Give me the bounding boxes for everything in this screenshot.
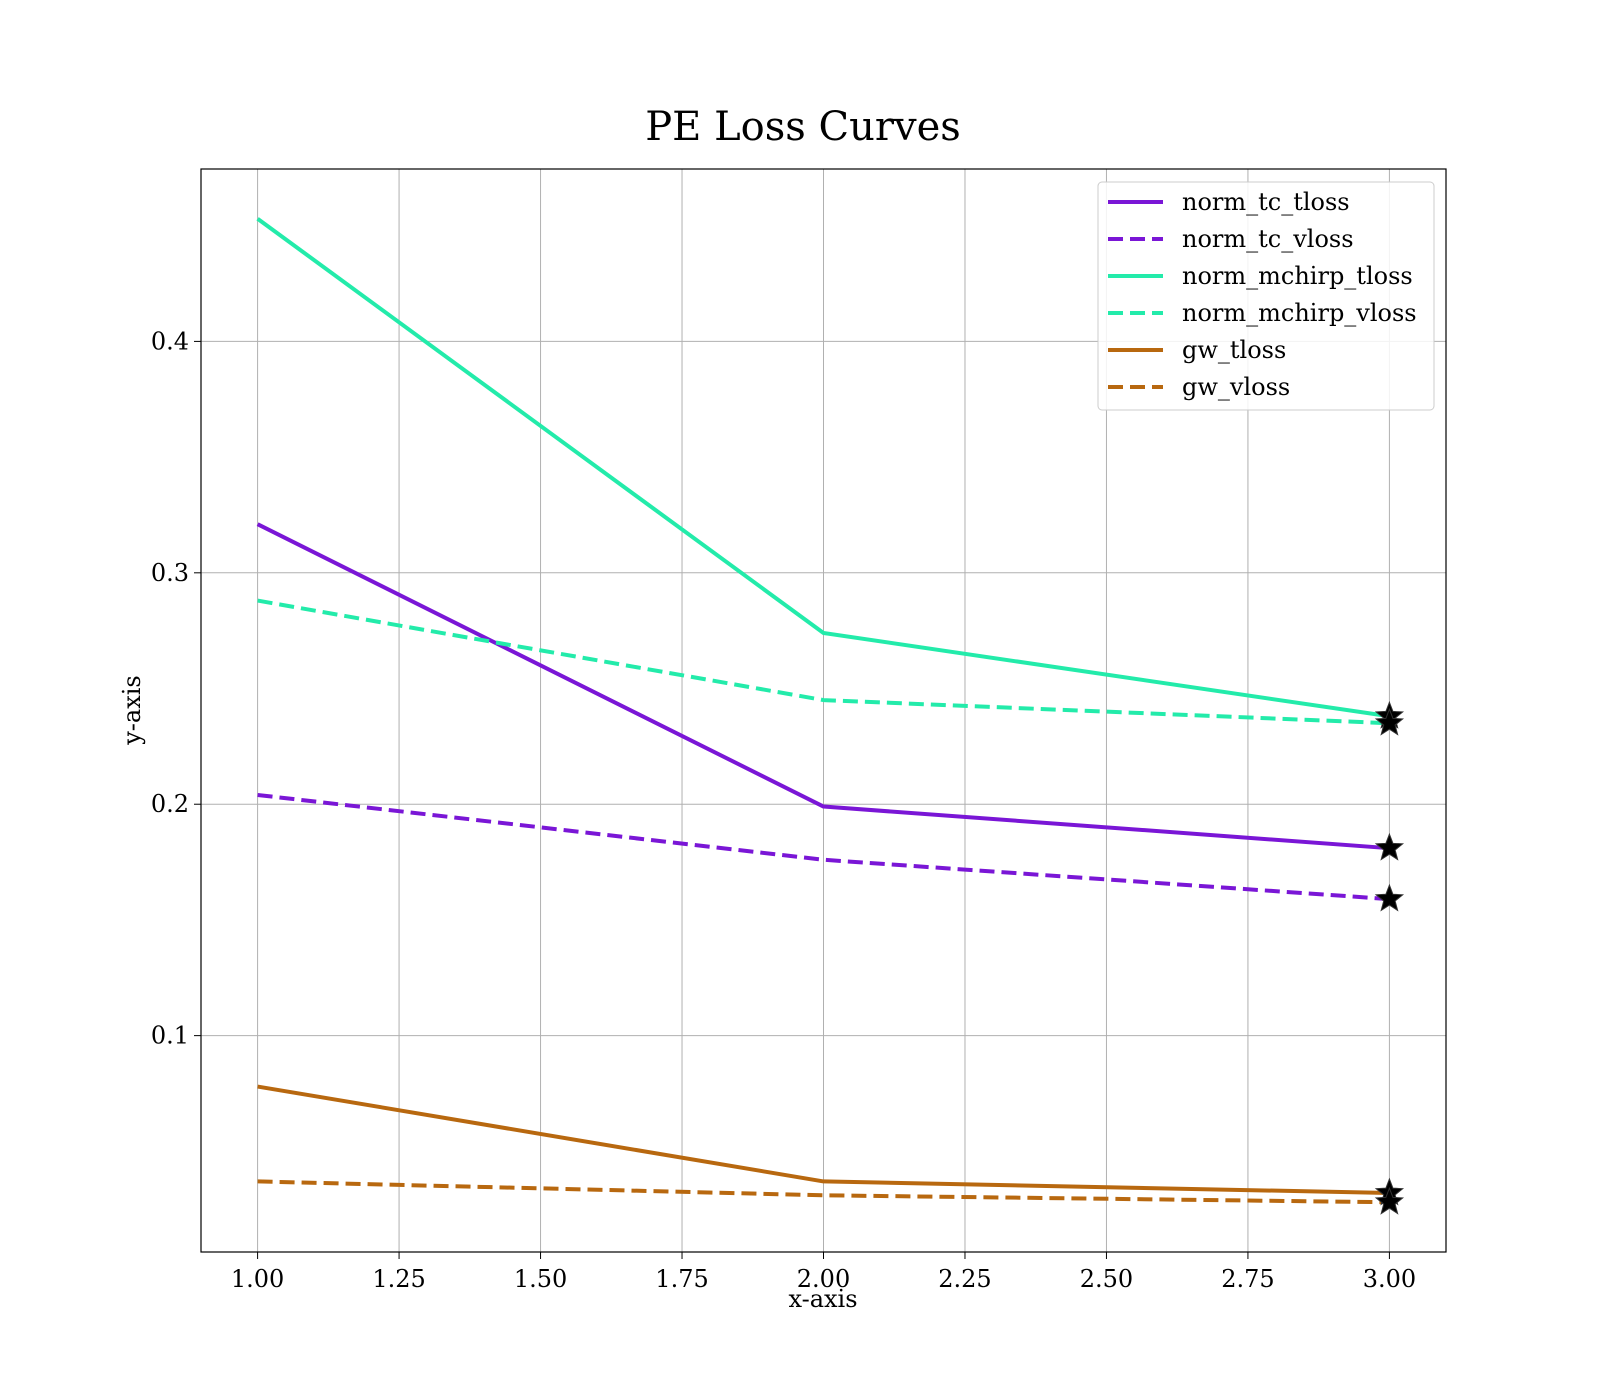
series-line-norm_tc_vloss bbox=[257, 792, 1390, 902]
series-line-norm_mchirp_tloss bbox=[256, 217, 1390, 719]
y-tick-label: 0.1 bbox=[151, 1022, 189, 1050]
end-marker-gw_vloss bbox=[1374, 1186, 1405, 1215]
y-tick-label: 0.2 bbox=[151, 790, 189, 818]
x-tick-label: 2.50 bbox=[1080, 1265, 1133, 1293]
x-tick-label: 2.25 bbox=[938, 1265, 991, 1293]
y-axis-ticks: 0.1 0.2 0.3 0.4 bbox=[151, 327, 201, 1050]
y-tick-label: 0.4 bbox=[151, 327, 189, 355]
end-marker-norm_tc_tloss bbox=[1374, 832, 1405, 861]
x-tick-label: 2.75 bbox=[1221, 1265, 1274, 1293]
x-axis-label: x-axis bbox=[788, 1285, 857, 1313]
end-marker-norm_tc_vloss bbox=[1374, 883, 1405, 912]
x-tick-label: 1.25 bbox=[372, 1265, 425, 1293]
legend-label-gw_tloss: gw_tloss bbox=[1182, 336, 1286, 364]
x-tick-label: 1.50 bbox=[514, 1265, 567, 1293]
y-axis-label: y-axis bbox=[118, 675, 146, 746]
series-line-norm_tc_tloss bbox=[256, 522, 1390, 851]
series-line-gw_vloss bbox=[257, 1179, 1390, 1205]
legend-label-gw_vloss: gw_vloss bbox=[1182, 373, 1290, 401]
legend-label-norm_mchirp_tloss: norm_mchirp_tloss bbox=[1182, 262, 1413, 290]
chart-title: PE Loss Curves bbox=[645, 104, 961, 150]
series-line-gw_tloss bbox=[257, 1084, 1390, 1195]
end-marker-norm_mchirp_vloss bbox=[1374, 707, 1405, 736]
x-tick-label: 1.00 bbox=[231, 1265, 284, 1293]
x-tick-label: 3.00 bbox=[1363, 1265, 1416, 1293]
series-layer bbox=[256, 217, 1390, 1205]
x-axis-ticks: 1.00 1.25 1.50 1.75 2.00 2.25 2.50 2.75 3.00 bbox=[231, 1252, 1416, 1293]
end-markers bbox=[1374, 700, 1405, 1215]
x-tick-label: 2.00 bbox=[797, 1265, 850, 1293]
series-line-norm_mchirp_vloss bbox=[257, 598, 1390, 726]
legend-box bbox=[1097, 181, 1435, 411]
y-tick-label: 0.3 bbox=[151, 559, 189, 587]
legend-label-norm_mchirp_vloss: norm_mchirp_vloss bbox=[1182, 299, 1417, 327]
x-tick-label: 1.75 bbox=[655, 1265, 708, 1293]
legend-label-norm_tc_tloss: norm_tc_tloss bbox=[1182, 188, 1350, 216]
legend: norm_tc_tloss norm_tc_vloss norm_mchirp_tl… bbox=[1097, 181, 1435, 411]
legend-label-norm_tc_vloss: norm_tc_vloss bbox=[1182, 225, 1354, 253]
